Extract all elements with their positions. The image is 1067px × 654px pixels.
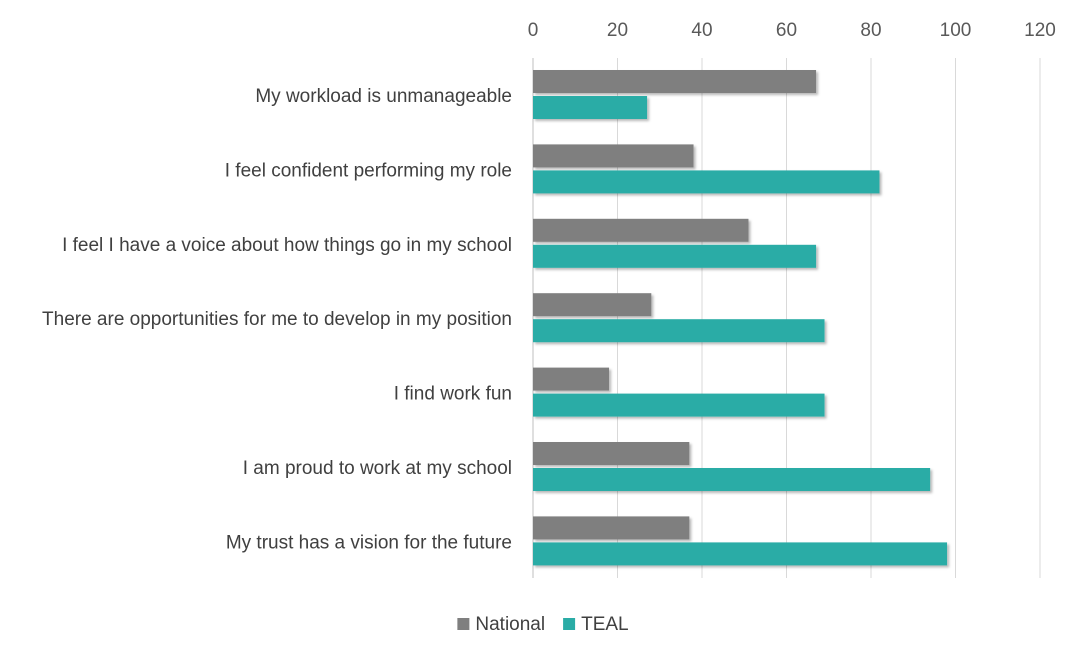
bar-teal: [533, 170, 880, 194]
category-label: I feel I have a voice about how things g…: [62, 235, 512, 256]
x-tick-label: 40: [691, 20, 712, 41]
legend-label: TEAL: [581, 614, 629, 635]
category-labels: My workload is unmanageable I feel confid…: [42, 86, 512, 553]
gridlines: [532, 58, 1041, 578]
legend-item-national: National: [457, 614, 545, 635]
bar-national: [533, 367, 610, 391]
bar-national: [533, 218, 749, 242]
x-tick-label: 0: [528, 20, 539, 41]
legend-swatch: [563, 618, 576, 630]
legend-item-teal: TEAL: [563, 614, 629, 635]
legend-swatch: [457, 618, 470, 630]
bars: [533, 70, 948, 566]
category-label: I am proud to work at my school: [243, 458, 512, 479]
x-tick-label: 60: [776, 20, 797, 41]
bar-teal: [533, 393, 825, 417]
legend: National TEAL: [457, 614, 629, 635]
category-label: My workload is unmanageable: [255, 86, 512, 107]
bar-teal: [533, 542, 948, 566]
bar-teal: [533, 244, 817, 268]
bar-national: [533, 293, 652, 317]
bar-national: [533, 70, 817, 93]
legend-label: National: [475, 614, 545, 635]
x-tick-label: 20: [607, 20, 628, 41]
bar-national: [533, 144, 694, 168]
category-label: My trust has a vision for the future: [226, 532, 512, 553]
bar-teal: [533, 96, 648, 119]
x-tick-label: 100: [940, 20, 972, 41]
x-axis-tick-labels: 0 20 40 60 80 100 120: [528, 20, 1056, 41]
x-tick-label: 120: [1024, 20, 1056, 41]
bar-teal: [533, 468, 931, 491]
bar-national: [533, 516, 690, 540]
x-tick-label: 80: [860, 20, 881, 41]
bar-teal: [533, 319, 825, 343]
category-label: I feel confident performing my role: [225, 160, 512, 181]
category-label: I find work fun: [394, 384, 512, 405]
category-label: There are opportunities for me to develo…: [42, 309, 512, 330]
bar-national: [533, 442, 690, 465]
